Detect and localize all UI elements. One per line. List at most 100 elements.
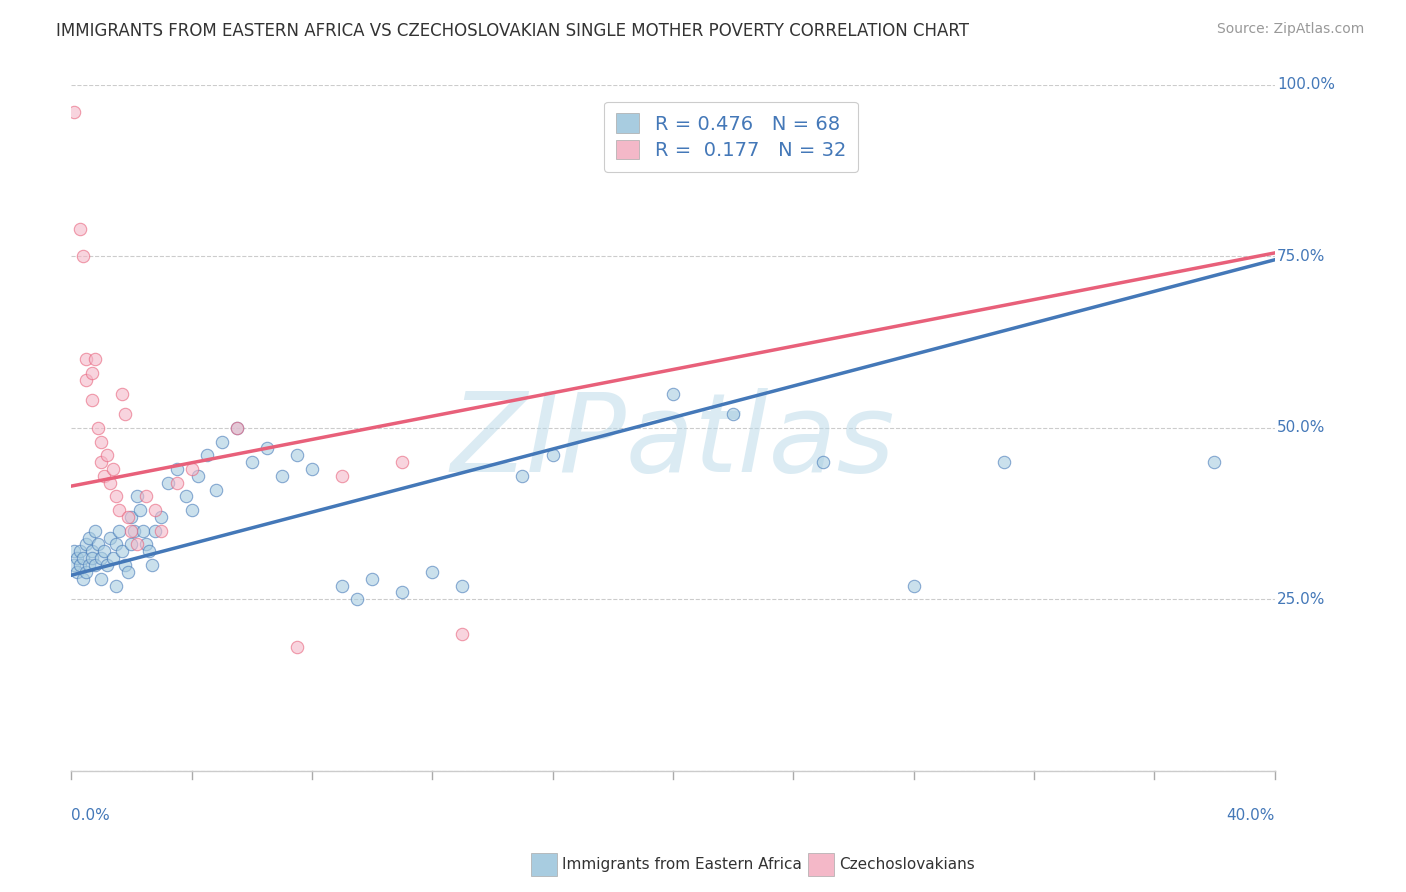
Point xyxy=(124,524,146,538)
Point xyxy=(270,468,292,483)
Point xyxy=(114,558,136,572)
Point xyxy=(96,448,118,462)
Point xyxy=(117,565,139,579)
Point xyxy=(111,386,134,401)
Point xyxy=(98,475,121,490)
Point xyxy=(391,585,413,599)
Point xyxy=(903,578,925,592)
Point xyxy=(120,537,142,551)
Point xyxy=(420,565,443,579)
Point xyxy=(150,510,173,524)
Point xyxy=(662,386,685,401)
Point xyxy=(141,558,163,572)
Point xyxy=(72,551,94,566)
Point xyxy=(111,544,134,558)
Point xyxy=(84,524,107,538)
Point xyxy=(145,503,167,517)
Text: Source: ZipAtlas.com: Source: ZipAtlas.com xyxy=(1216,22,1364,37)
Point xyxy=(993,455,1015,469)
Point xyxy=(103,462,125,476)
Point xyxy=(451,626,474,640)
Point xyxy=(103,551,125,566)
Point xyxy=(84,352,107,367)
Text: 25.0%: 25.0% xyxy=(1277,591,1326,607)
Point xyxy=(75,352,97,367)
Point xyxy=(87,421,110,435)
Point xyxy=(138,544,160,558)
Text: Immigrants from Eastern Africa: Immigrants from Eastern Africa xyxy=(562,857,803,871)
Text: 50.0%: 50.0% xyxy=(1277,420,1326,435)
Point xyxy=(79,531,101,545)
Text: Czechoslovakians: Czechoslovakians xyxy=(839,857,976,871)
Legend: R = 0.476   N = 68, R =  0.177   N = 32: R = 0.476 N = 68, R = 0.177 N = 32 xyxy=(605,102,858,172)
Point xyxy=(129,503,152,517)
Text: ZIPatlas: ZIPatlas xyxy=(451,388,896,495)
Point xyxy=(75,565,97,579)
Point xyxy=(93,468,115,483)
Point xyxy=(82,393,104,408)
Point xyxy=(132,524,155,538)
Point xyxy=(174,490,197,504)
Point xyxy=(90,551,112,566)
Point xyxy=(150,524,173,538)
Point xyxy=(361,572,384,586)
Point xyxy=(1204,455,1226,469)
Point xyxy=(75,373,97,387)
Text: 0.0%: 0.0% xyxy=(72,808,110,823)
Point xyxy=(69,558,91,572)
Point xyxy=(721,407,744,421)
Point xyxy=(82,544,104,558)
Point xyxy=(82,551,104,566)
Point xyxy=(117,510,139,524)
Point xyxy=(180,462,202,476)
Point xyxy=(211,434,233,449)
Point xyxy=(145,524,167,538)
Point xyxy=(285,448,308,462)
Point xyxy=(127,537,149,551)
Point xyxy=(166,462,188,476)
Point xyxy=(105,490,128,504)
Point xyxy=(256,442,278,456)
Point xyxy=(93,544,115,558)
Point xyxy=(114,407,136,421)
Point xyxy=(63,558,86,572)
Point xyxy=(330,578,353,592)
Point xyxy=(72,249,94,263)
Point xyxy=(105,537,128,551)
Point xyxy=(512,468,534,483)
Point xyxy=(541,448,564,462)
Point xyxy=(451,578,474,592)
Point xyxy=(301,462,323,476)
Point xyxy=(285,640,308,655)
Point xyxy=(813,455,835,469)
Point xyxy=(225,421,247,435)
Point xyxy=(90,572,112,586)
Point xyxy=(135,537,157,551)
Point xyxy=(108,503,131,517)
Point xyxy=(75,537,97,551)
Point xyxy=(96,558,118,572)
Point xyxy=(127,490,149,504)
Point xyxy=(120,510,142,524)
Point xyxy=(82,366,104,380)
Point xyxy=(66,551,89,566)
Point xyxy=(225,421,247,435)
Text: 75.0%: 75.0% xyxy=(1277,249,1326,264)
Point xyxy=(180,503,202,517)
Point xyxy=(69,222,91,236)
Point xyxy=(108,524,131,538)
Text: IMMIGRANTS FROM EASTERN AFRICA VS CZECHOSLOVAKIAN SINGLE MOTHER POVERTY CORRELAT: IMMIGRANTS FROM EASTERN AFRICA VS CZECHO… xyxy=(56,22,969,40)
Point xyxy=(79,558,101,572)
Point xyxy=(90,434,112,449)
Point xyxy=(90,455,112,469)
Text: 100.0%: 100.0% xyxy=(1277,78,1334,93)
Point xyxy=(63,105,86,120)
Point xyxy=(120,524,142,538)
Point xyxy=(72,572,94,586)
Point xyxy=(204,483,226,497)
Point xyxy=(105,578,128,592)
Point xyxy=(87,537,110,551)
Point xyxy=(98,531,121,545)
Text: 40.0%: 40.0% xyxy=(1226,808,1275,823)
Point xyxy=(156,475,179,490)
